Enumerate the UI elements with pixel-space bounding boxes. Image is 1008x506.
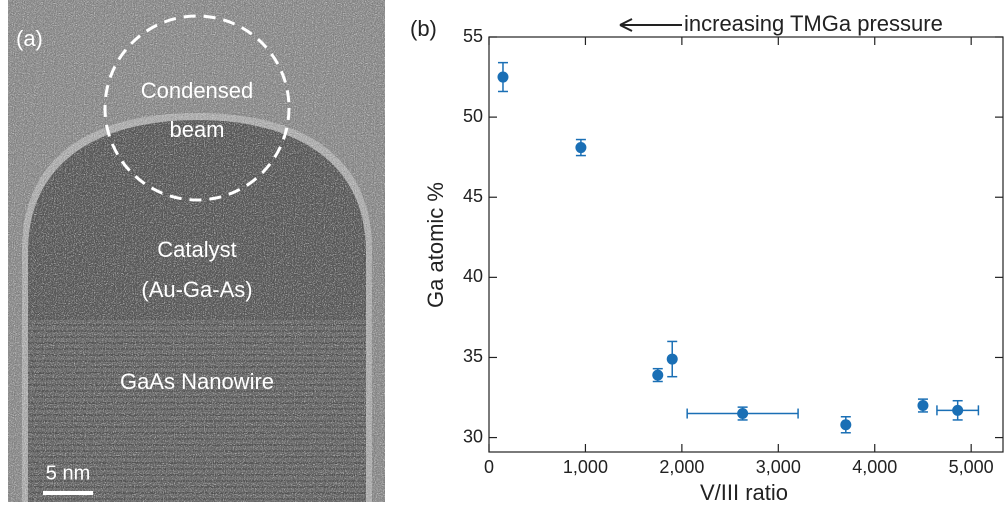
point [840,419,852,431]
x-tick-label: 4,000 [852,457,897,477]
beam-label: Condensed [141,78,254,103]
y-tick-label: 45 [463,186,483,206]
x-axis-label: V/III ratio [700,480,788,505]
panel-label: (b) [410,16,437,41]
tem-image [8,0,385,502]
y-tick-label: 50 [463,106,483,126]
point [917,400,929,412]
annotation: increasing TMGa pressure [684,11,943,36]
point [497,71,509,83]
point [652,369,664,381]
catalyst-label: (Au-Ga-As) [141,277,252,302]
y-tick-label: 55 [463,26,483,46]
plot-frame [488,36,1004,453]
x-tick-label: 2,000 [659,457,704,477]
x-tick-label: 0 [484,457,494,477]
scale-bar-label: 5 nm [46,462,90,484]
beam-label: beam [169,117,224,142]
point [666,353,678,365]
x-tick-label: 1,000 [563,457,608,477]
x-tick-label: 3,000 [756,457,801,477]
y-axis-label: Ga atomic % [423,182,448,308]
panel-label: (a) [16,26,43,51]
point [575,142,587,154]
point [737,408,749,420]
x-tick-label: 5,000 [949,457,994,477]
point [952,404,964,416]
y-tick-label: 35 [463,346,483,366]
nanowire-label: GaAs Nanowire [120,369,274,394]
arrow-head [619,18,633,32]
catalyst-label: Catalyst [157,237,236,262]
y-tick-label: 30 [463,426,483,446]
y-tick-label: 40 [463,266,483,286]
beam-circle [103,14,291,202]
